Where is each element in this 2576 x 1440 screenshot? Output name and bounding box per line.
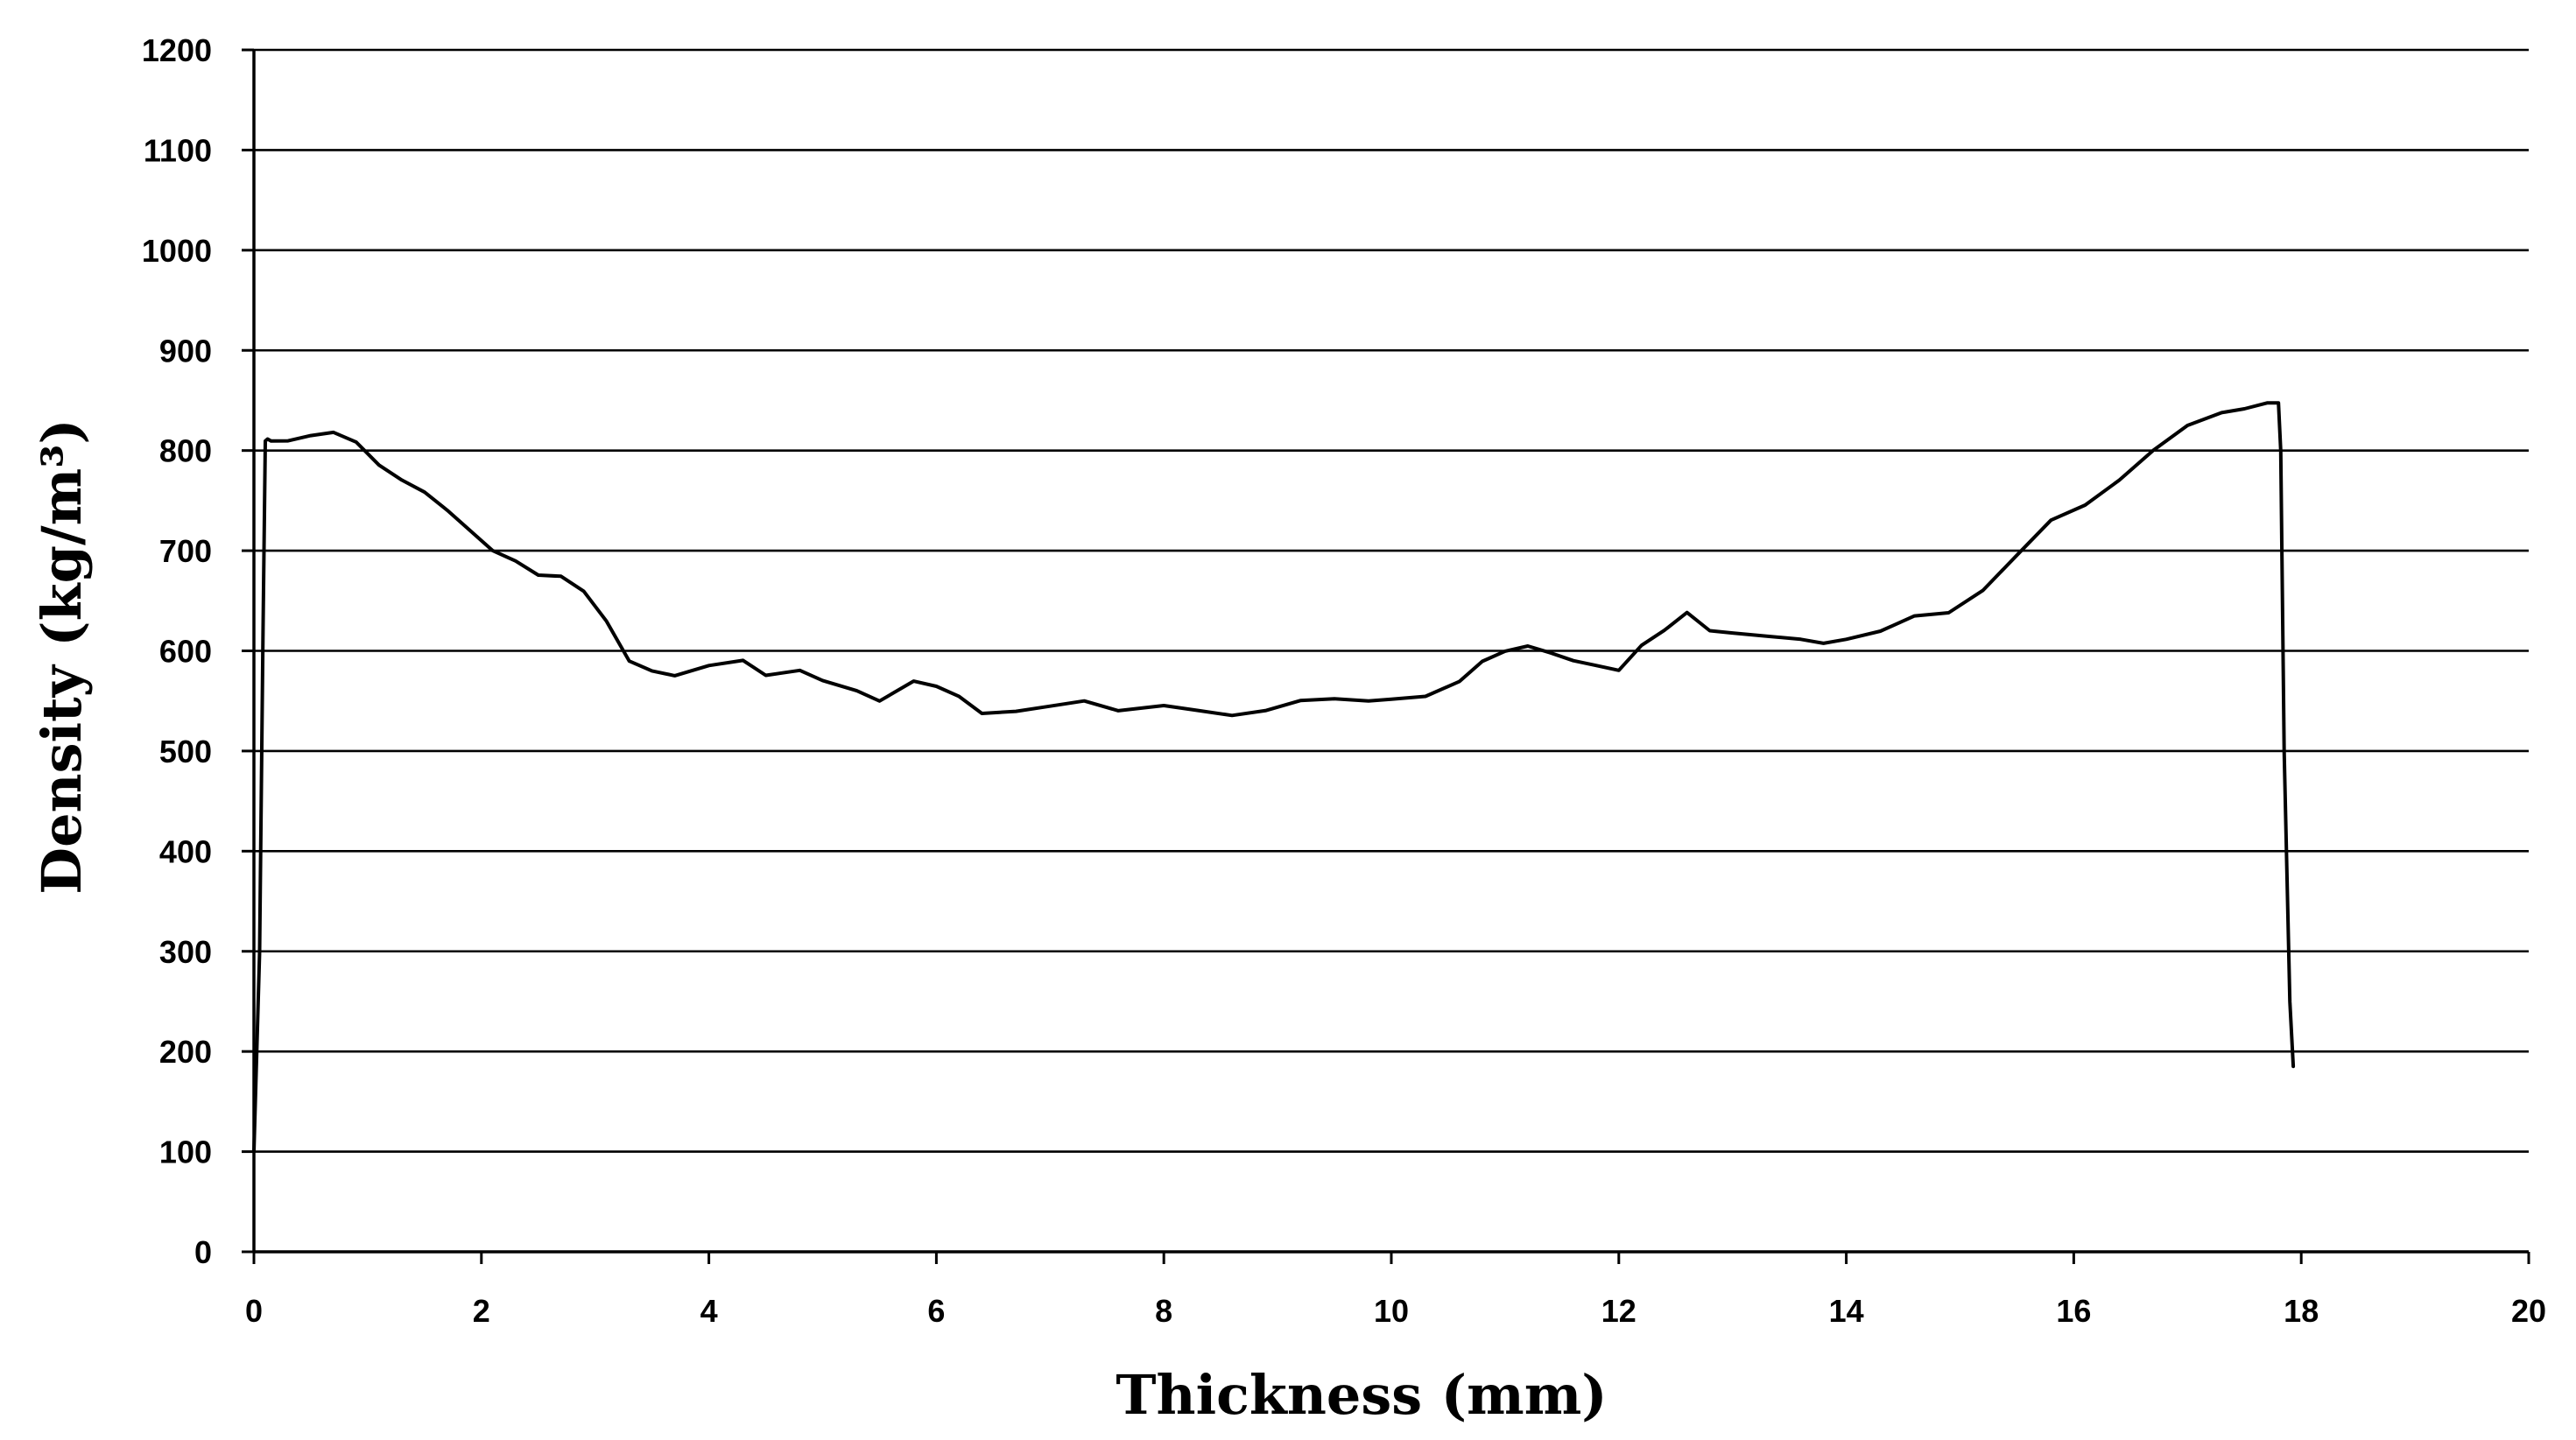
y-tick-label: 800 [159,433,212,469]
x-tick-label: 0 [245,1293,263,1329]
x-tick-label: 4 [700,1293,718,1329]
y-tick-label: 400 [159,833,212,869]
y-tick-label: 200 [159,1034,212,1070]
y-tick-label: 300 [159,934,212,970]
y-tick-label: 1100 [144,132,212,168]
x-tick-label: 18 [2284,1293,2319,1329]
y-tick-label: 0 [194,1234,212,1270]
y-tick-label: 1000 [142,233,212,269]
x-tick-label: 6 [927,1293,945,1329]
series-layer [252,401,2296,1154]
y-tick-label: 600 [159,634,212,670]
tick-labels: 0100200300400500600700800900100011001200… [142,32,2546,1329]
y-tick-label: 1200 [142,32,212,68]
gridlines [254,48,2529,1153]
x-tick-label: 10 [1374,1293,1409,1329]
x-tick-label: 20 [2511,1293,2546,1329]
axes [242,48,2530,1264]
y-tick-label: 100 [159,1134,212,1170]
y-axis-title: Density (kg/m³) [30,418,94,894]
x-tick-label: 8 [1155,1293,1172,1329]
series-line-0 [252,401,2296,1154]
y-tick-label: 900 [159,333,212,369]
x-tick-label: 14 [1829,1293,1864,1329]
y-tick-label: 700 [159,533,212,569]
x-axis-title: Thickness (mm) [1116,1363,1607,1427]
y-tick-label: 500 [159,734,212,769]
x-tick-label: 12 [1601,1293,1636,1329]
x-tick-label: 2 [473,1293,490,1329]
x-tick-label: 16 [2056,1293,2091,1329]
